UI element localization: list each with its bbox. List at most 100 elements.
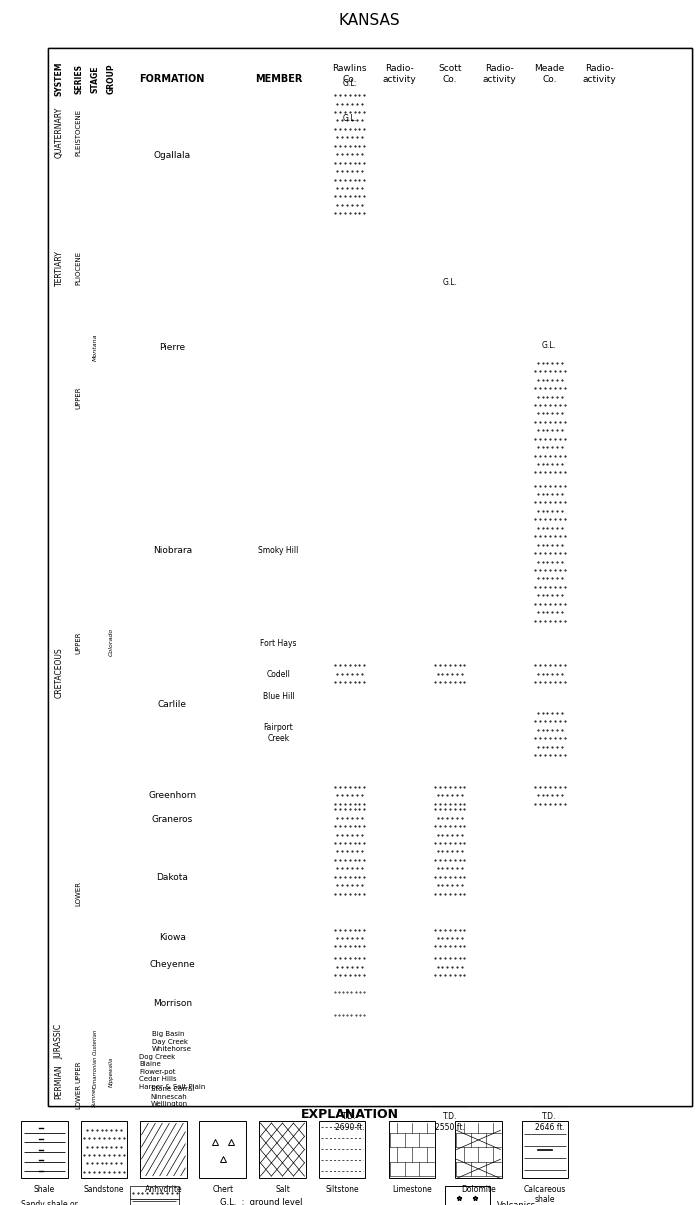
Bar [468, 110, 532, 1106]
Bar [433, 662, 467, 686]
Text: T.D.
2550 ft.: T.D. 2550 ft. [435, 1112, 465, 1131]
Bar [332, 706, 367, 759]
Bar [433, 783, 467, 807]
Text: Codell: Codell [267, 670, 290, 678]
Text: Volcanics: Volcanics [497, 1200, 536, 1205]
Text: Kiowa: Kiowa [159, 933, 186, 942]
Text: KANSAS: KANSAS [339, 13, 400, 28]
Bar [332, 477, 367, 625]
Bar [433, 625, 467, 662]
Bar [433, 1057, 467, 1087]
Text: QUATERNARY: QUATERNARY [55, 107, 64, 159]
Text: TERTIARY: TERTIARY [55, 249, 64, 286]
Bar [533, 706, 566, 759]
Bar [533, 759, 566, 783]
Bar [433, 292, 467, 477]
Bar [433, 759, 467, 783]
Bar [533, 951, 566, 980]
Text: Limestone: Limestone [392, 1185, 432, 1193]
Text: G.L.: G.L. [342, 114, 357, 123]
Text: Pierre: Pierre [159, 342, 186, 352]
Text: Custerian: Custerian [92, 1028, 97, 1054]
Text: Cheyenne: Cheyenne [149, 960, 195, 970]
Text: PLEISTOCENE: PLEISTOCENE [76, 110, 82, 157]
Text: Radio-
activity: Radio- activity [383, 64, 416, 84]
Text: PLIOCENE: PLIOCENE [76, 251, 82, 284]
Text: CRETACEOUS: CRETACEOUS [55, 647, 64, 698]
Text: Chert: Chert [212, 1185, 234, 1193]
Bar [532, 110, 567, 1106]
Bar [533, 625, 566, 662]
Bar [533, 477, 566, 625]
Bar [332, 686, 367, 706]
Bar [533, 1057, 566, 1087]
Bar [332, 1087, 367, 1106]
Text: T.D.
2646 ft.: T.D. 2646 ft. [535, 1112, 564, 1131]
Bar [444, 1186, 490, 1205]
Bar [433, 807, 467, 898]
Bar [332, 93, 367, 217]
Bar [433, 686, 467, 706]
Bar [533, 783, 566, 807]
Bar [433, 1027, 467, 1057]
Bar [433, 1087, 467, 1106]
Text: G.L.: G.L. [542, 341, 557, 351]
Text: Sandstone: Sandstone [84, 1185, 124, 1193]
Text: Montana: Montana [92, 334, 97, 360]
Text: Dog Creek
Blaine
Flower-pot
Cedar Hills
Harper & Salt Plain: Dog Creek Blaine Flower-pot Cedar Hills … [139, 1054, 205, 1089]
Text: Rawlins
Co.: Rawlins Co. [332, 64, 367, 84]
Bar [332, 980, 367, 1027]
Bar [332, 951, 367, 980]
Text: Ogallala: Ogallala [153, 151, 191, 159]
Text: Anhydrite: Anhydrite [145, 1185, 182, 1193]
Bar [332, 807, 367, 898]
Text: Big Basin
Day Creek
Whitehorse: Big Basin Day Creek Whitehorse [153, 1031, 192, 1052]
Bar [48, 48, 692, 1106]
Text: MEMBER: MEMBER [255, 74, 302, 84]
Text: Scott
Co.: Scott Co. [438, 64, 461, 84]
Bar [140, 1121, 187, 1178]
Text: UPPER: UPPER [76, 386, 82, 408]
Bar [433, 924, 467, 951]
Bar [332, 625, 367, 662]
Bar [533, 1027, 566, 1057]
Bar [455, 1121, 502, 1178]
Bar [332, 1027, 367, 1057]
Bar [199, 1121, 246, 1178]
Text: Radio-
activity: Radio- activity [582, 64, 616, 84]
Bar [533, 1087, 566, 1106]
Text: FORMATION: FORMATION [139, 74, 205, 84]
Text: SYSTEM: SYSTEM [55, 61, 64, 96]
Text: Blue Hill: Blue Hill [262, 692, 295, 701]
Bar [433, 898, 467, 924]
Text: Niobrara: Niobrara [153, 546, 192, 556]
Bar [332, 1057, 367, 1087]
Bar [433, 477, 467, 625]
Bar [332, 898, 367, 924]
Bar [368, 110, 432, 1106]
Bar [567, 110, 631, 1106]
Bar [522, 1121, 568, 1178]
Bar [80, 1121, 127, 1178]
Bar [533, 355, 566, 477]
Text: GROUP: GROUP [106, 64, 116, 94]
Bar [332, 662, 367, 686]
Bar [318, 1121, 365, 1178]
Bar [433, 951, 467, 980]
Bar [332, 217, 367, 477]
Bar [332, 783, 367, 807]
Text: Cimarronian: Cimarronian [92, 1056, 97, 1088]
Bar [332, 759, 367, 783]
Text: EXPLANATION: EXPLANATION [301, 1109, 399, 1121]
Bar [332, 924, 367, 951]
Text: Colorado: Colorado [108, 628, 113, 657]
Text: LOWER: LOWER [76, 881, 82, 906]
Bar [130, 1186, 178, 1199]
Text: G.L.: G.L. [442, 277, 457, 287]
Text: Meade
Co.: Meade Co. [534, 64, 565, 84]
Bar [433, 980, 467, 1027]
Text: Calcareous
shale: Calcareous shale [524, 1185, 566, 1204]
Text: Shale: Shale [34, 1185, 55, 1193]
Text: Carlile: Carlile [158, 700, 187, 709]
Text: Dolomite: Dolomite [461, 1185, 496, 1193]
